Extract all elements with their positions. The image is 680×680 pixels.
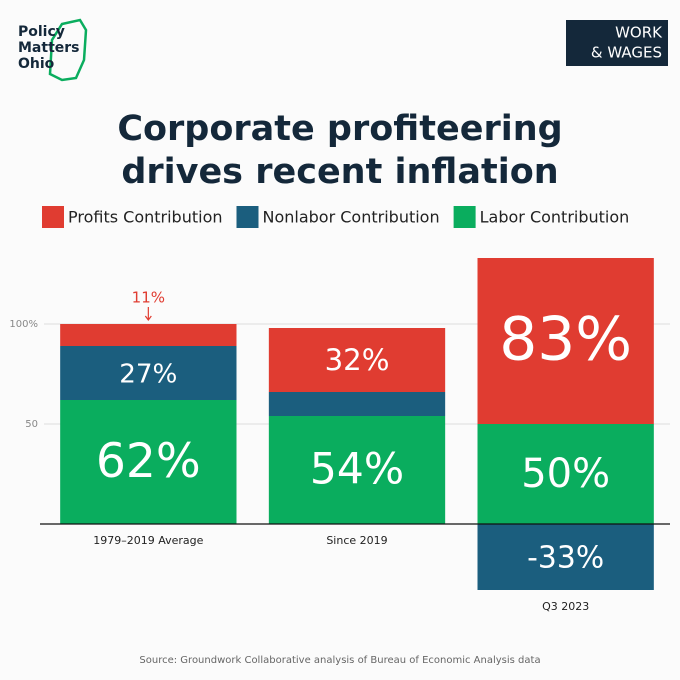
bar-segment xyxy=(268,328,446,392)
bar-segment xyxy=(268,392,446,416)
data-label: 32% xyxy=(325,343,390,377)
x-tick-label: 1979–2019 Average xyxy=(93,534,203,547)
data-label: 54% xyxy=(310,445,404,494)
data-label: -33% xyxy=(527,541,604,576)
label-arrow xyxy=(144,307,152,321)
y-tick-label: 50 xyxy=(25,419,38,430)
chart-title: Corporate profiteering drives recent inf… xyxy=(117,109,563,192)
bar-segment xyxy=(60,324,237,346)
logo-text: Ohio xyxy=(18,56,55,72)
data-label: 27% xyxy=(119,360,177,390)
legend-label: Profits Contribution xyxy=(68,208,223,227)
bar-segment xyxy=(60,346,237,400)
x-tick-label: Since 2019 xyxy=(326,534,387,547)
legend-swatch xyxy=(42,206,64,228)
bar-segment xyxy=(60,400,237,524)
data-label: 50% xyxy=(521,451,610,497)
bar-segment xyxy=(477,524,654,590)
x-tick-label: Q3 2023 xyxy=(542,600,589,613)
badge-text: WORK xyxy=(615,24,663,42)
bar-segment xyxy=(268,416,446,524)
legend-label: Nonlabor Contribution xyxy=(263,208,440,227)
logo-shape xyxy=(48,18,88,82)
y-tick-label: 100% xyxy=(9,319,38,330)
data-label: 83% xyxy=(499,305,632,375)
logo-text: Matters xyxy=(18,40,80,56)
badge-text: & WAGES xyxy=(591,44,662,62)
logo-text: Policy xyxy=(18,24,65,40)
legend-swatch xyxy=(236,206,259,228)
bar-segment xyxy=(477,424,654,524)
legend-label: Labor Contribution xyxy=(480,208,630,227)
data-label: 11% xyxy=(132,289,165,307)
legend-swatch xyxy=(453,206,476,228)
source: Source: Groundwork Collaborative analysi… xyxy=(139,655,540,666)
data-label: 62% xyxy=(96,434,201,489)
bar-segment xyxy=(477,258,654,424)
badge xyxy=(566,20,668,66)
